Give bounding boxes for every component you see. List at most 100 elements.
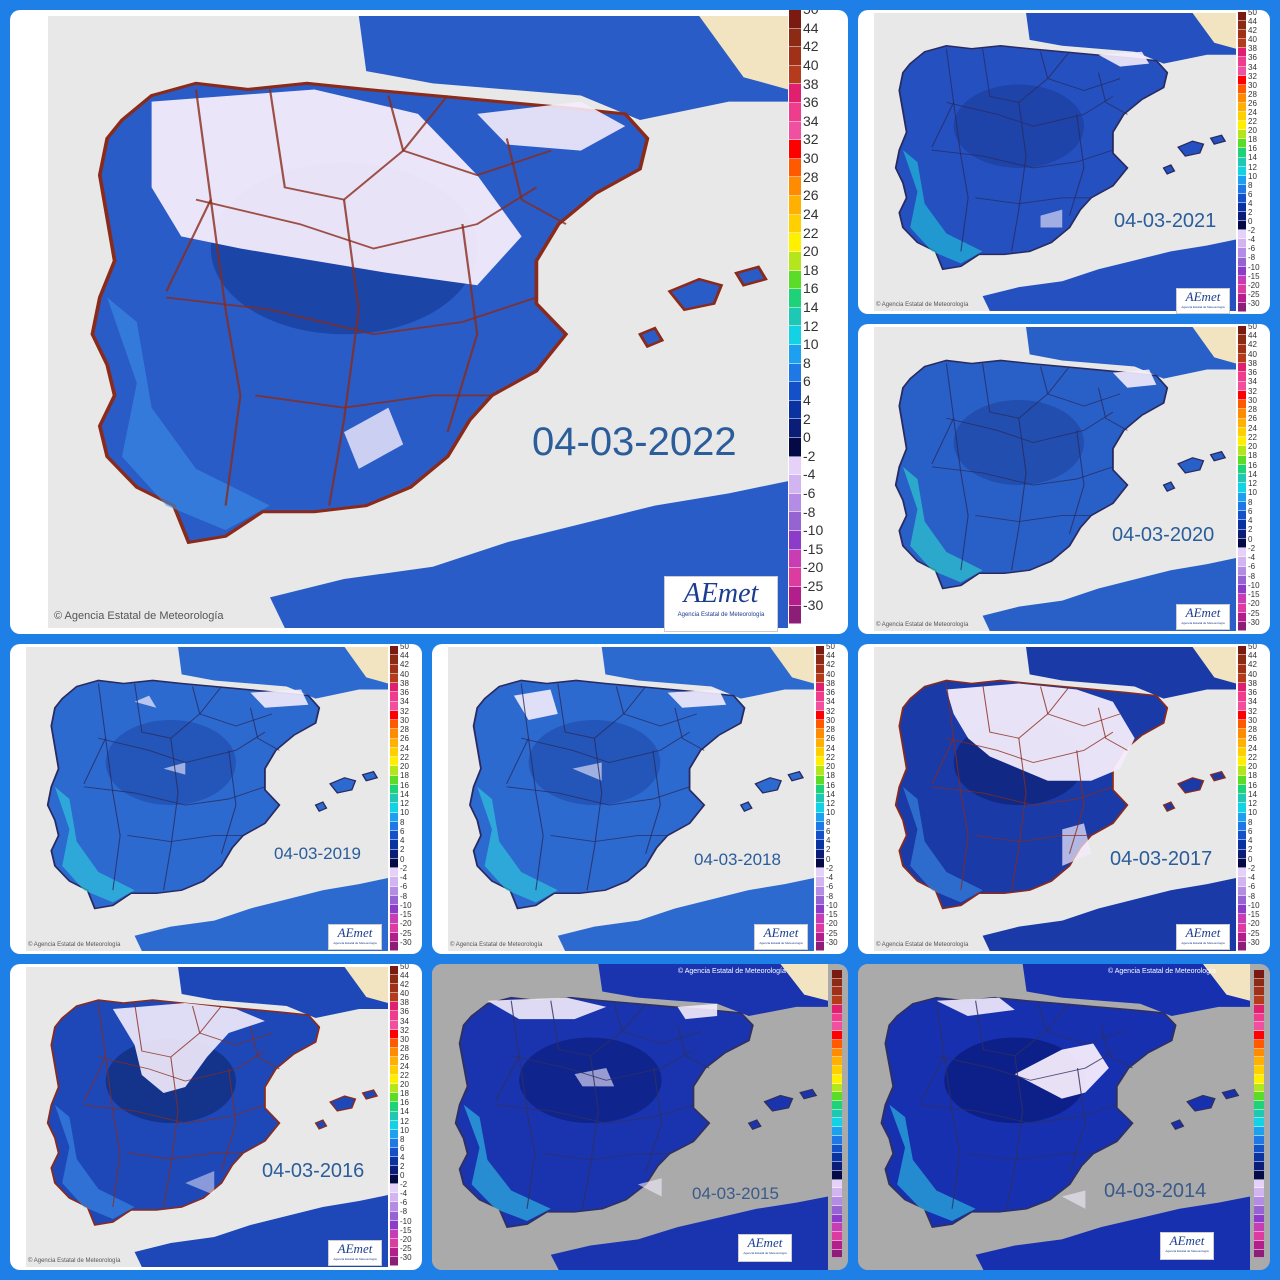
- scale-label: 8: [1248, 817, 1253, 827]
- scale-label: -10: [1248, 900, 1260, 910]
- scale-label: 40: [1248, 669, 1257, 679]
- scale-cell: [1254, 1249, 1264, 1259]
- scale-cell: 42: [390, 660, 409, 674]
- balearic-island: [361, 770, 379, 782]
- scale-cell: 32: [1238, 707, 1257, 720]
- province-border: [615, 686, 698, 727]
- scale-cell: 16: [1238, 461, 1257, 474]
- scale-cell: 34: [816, 697, 835, 711]
- copyright-text: © Agencia Estatal de Meteorología: [28, 942, 121, 948]
- map-tile-2016: 50 44 42 40 38 36 34 32 30 28 26 24 22 20 18 16 14 12 10 8 6…: [10, 964, 422, 1270]
- scale-cell: [1254, 1048, 1264, 1058]
- scale-cell: 6: [816, 827, 830, 841]
- province-border: [518, 1055, 536, 1209]
- scale-cell: 28: [390, 725, 409, 739]
- scale-label: -30: [1248, 937, 1260, 947]
- scale-cell: -4: [816, 873, 833, 887]
- sand-patch: [1192, 647, 1236, 684]
- scale-label: -20: [1248, 919, 1260, 929]
- province-border: [220, 750, 237, 854]
- scale-cell: 16: [1238, 144, 1257, 158]
- scale-cell: -10: [789, 522, 823, 550]
- scale-label: 10: [400, 808, 409, 818]
- scale-label: 2: [400, 845, 405, 855]
- sand-patch: [770, 647, 814, 684]
- province-border: [920, 1104, 1117, 1124]
- scale-label: -30: [826, 937, 838, 947]
- balearic-island: [1162, 801, 1176, 812]
- balearic-island: [1209, 450, 1227, 462]
- scale-cell: -2: [1238, 864, 1255, 878]
- scale-cell: -30: [1238, 938, 1260, 952]
- scale-label: 42: [1248, 340, 1257, 350]
- scale-cell: [832, 1162, 842, 1171]
- scale-cell: 38: [1238, 679, 1257, 693]
- province-border: [953, 102, 969, 252]
- scale-label: 50: [400, 964, 409, 971]
- scale-cell: 40: [390, 989, 409, 1003]
- scale-cell: 10: [390, 808, 409, 822]
- province-border: [943, 1055, 961, 1209]
- scale-cell: 30: [390, 716, 409, 730]
- copyright-text: © Agencia Estatal de Meteorología: [54, 610, 224, 622]
- scale-cell: 0: [1238, 855, 1252, 868]
- scale-label: 14: [826, 789, 835, 799]
- scale-cell: 16: [1238, 781, 1257, 794]
- scale-cell: [1254, 1118, 1264, 1128]
- subzero-area: [185, 1171, 215, 1195]
- scale-cell: [832, 1031, 842, 1040]
- scale-cell: 26: [390, 1053, 409, 1067]
- scale-cell: -20: [1238, 599, 1260, 613]
- iberia-map-svg: [874, 647, 1236, 951]
- scale-cell: 14: [816, 790, 835, 804]
- sand-patch: [1202, 964, 1250, 1001]
- scale-cell: [832, 987, 842, 997]
- scale-cell: 32: [1238, 72, 1257, 85]
- scale-label: 2: [1248, 845, 1253, 855]
- scale-cell: 18: [1238, 135, 1257, 149]
- scale-cell: 44: [390, 651, 409, 665]
- scale-label: -6: [826, 882, 834, 892]
- scale-label: -8: [400, 1207, 408, 1217]
- scale-label: -10: [400, 900, 412, 910]
- scale-label: 44: [826, 651, 835, 661]
- scale-cell: 40: [1238, 350, 1257, 363]
- scale-label: 24: [1248, 423, 1257, 433]
- scale-label: 28: [400, 725, 409, 735]
- aemet-logo: AEmet Agencia Estatal de Meteorología: [754, 924, 808, 950]
- scale-cell: -20: [789, 559, 823, 587]
- scale-label: 24: [1248, 107, 1257, 117]
- scale-label: 38: [400, 678, 409, 688]
- scale-cell: [1254, 1057, 1264, 1067]
- scale-label: -15: [1248, 271, 1260, 281]
- scale-label: 0: [826, 854, 831, 864]
- subzero-area: [134, 695, 157, 708]
- scale-cell: [832, 1179, 842, 1189]
- scale-cell: 36: [390, 1007, 409, 1021]
- aemet-logo: AEmet Agencia Estatal de Meteorología: [1176, 924, 1230, 950]
- scale-cell: -6: [390, 882, 407, 896]
- scale-label: 12: [400, 1116, 409, 1126]
- africa-landmass: [982, 239, 1236, 311]
- province-border: [1097, 387, 1128, 431]
- province-border: [105, 1056, 121, 1208]
- scale-cell: 0: [390, 1171, 404, 1185]
- scale-cell: -30: [1238, 618, 1260, 632]
- scale-cell: -2: [1238, 226, 1255, 240]
- scale-cell: [1254, 1240, 1264, 1250]
- subzero-area: [936, 997, 1015, 1017]
- scale-cell: 24: [816, 744, 835, 757]
- scale-cell: 20: [816, 762, 835, 776]
- scale-cell: 22: [390, 1071, 409, 1085]
- aemet-logo: AEmet Agencia Estatal de Meteorología: [328, 1240, 382, 1266]
- scale-cell: [832, 1223, 842, 1233]
- france-landmass: [1022, 964, 1250, 1017]
- france-landmass: [1026, 13, 1236, 64]
- map-date-label: 04-03-2022: [532, 420, 737, 464]
- scale-label: 8: [826, 817, 831, 827]
- scale-cell: 36: [789, 94, 819, 122]
- province-border: [931, 149, 1114, 169]
- scale-label: 30: [1248, 715, 1257, 725]
- scale-cell: [832, 1153, 842, 1163]
